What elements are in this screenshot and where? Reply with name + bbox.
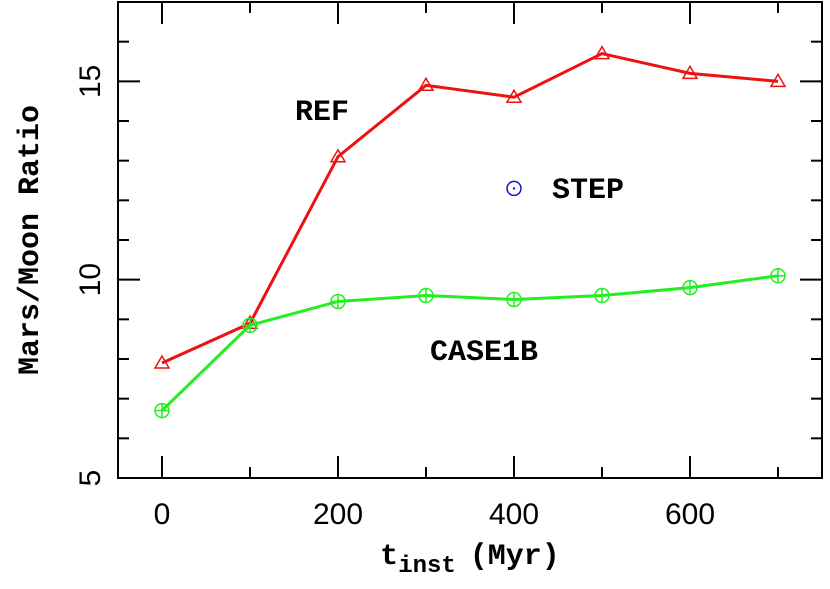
- x-tick-label: 0: [154, 498, 171, 531]
- series-label: STEP: [552, 174, 624, 208]
- marker-shape: [512, 187, 516, 190]
- point: [153, 354, 171, 369]
- point: [505, 88, 523, 103]
- point: [770, 267, 786, 284]
- marker-shape: [681, 64, 699, 80]
- point: [154, 402, 170, 419]
- marker-shape: [417, 76, 435, 92]
- y-tick-label: 15: [74, 65, 107, 98]
- point: [594, 287, 610, 304]
- point: [681, 64, 699, 80]
- x-label-main: t: [380, 540, 398, 574]
- marker-shape: [595, 288, 609, 303]
- plot-frame: [117, 1, 823, 479]
- marker-shape: [769, 72, 787, 88]
- point: [330, 293, 346, 310]
- marker-shape: [683, 280, 697, 295]
- point: [682, 279, 698, 296]
- point: [418, 287, 434, 304]
- marker-shape: [155, 403, 169, 418]
- marker-shape: [506, 180, 522, 197]
- point: [242, 317, 258, 334]
- point: [769, 72, 787, 88]
- x-tick-label: 600: [665, 498, 715, 531]
- marker-shape: [329, 148, 347, 163]
- x-label-unit: (Myr): [470, 540, 560, 574]
- marker-shape: [505, 88, 523, 103]
- x-tick-label: 400: [489, 498, 539, 531]
- point: [593, 45, 611, 60]
- point: [329, 148, 347, 163]
- series-line: [161, 51, 779, 365]
- marker-shape: [771, 268, 785, 283]
- point: [417, 76, 435, 92]
- series-label: CASE1B: [430, 336, 538, 370]
- point: [506, 180, 522, 197]
- marker-shape: [507, 292, 521, 307]
- marker-shape: [331, 294, 345, 309]
- marker-shape: [593, 45, 611, 60]
- y-axis-label: Mars/Moon Ratio: [14, 105, 48, 375]
- point: [506, 291, 522, 308]
- series-label: REF: [295, 96, 349, 130]
- x-axis-label: tinst (Myr): [380, 540, 560, 580]
- x-tick-label: 200: [313, 498, 363, 531]
- marker-shape: [419, 288, 433, 303]
- series-line: [160, 274, 779, 412]
- x-label-sub: inst: [398, 553, 456, 580]
- marker-shape: [153, 354, 171, 369]
- y-tick-label: 5: [74, 470, 107, 487]
- y-tick-label: 10: [74, 263, 107, 296]
- marker-shape: [243, 318, 257, 333]
